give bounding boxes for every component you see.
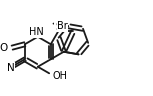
Text: Br: Br [57, 21, 68, 31]
Text: N: N [7, 63, 15, 73]
Text: HN: HN [29, 27, 43, 37]
Text: S: S [55, 22, 62, 32]
Text: OH: OH [53, 71, 68, 81]
Text: O: O [0, 43, 7, 53]
